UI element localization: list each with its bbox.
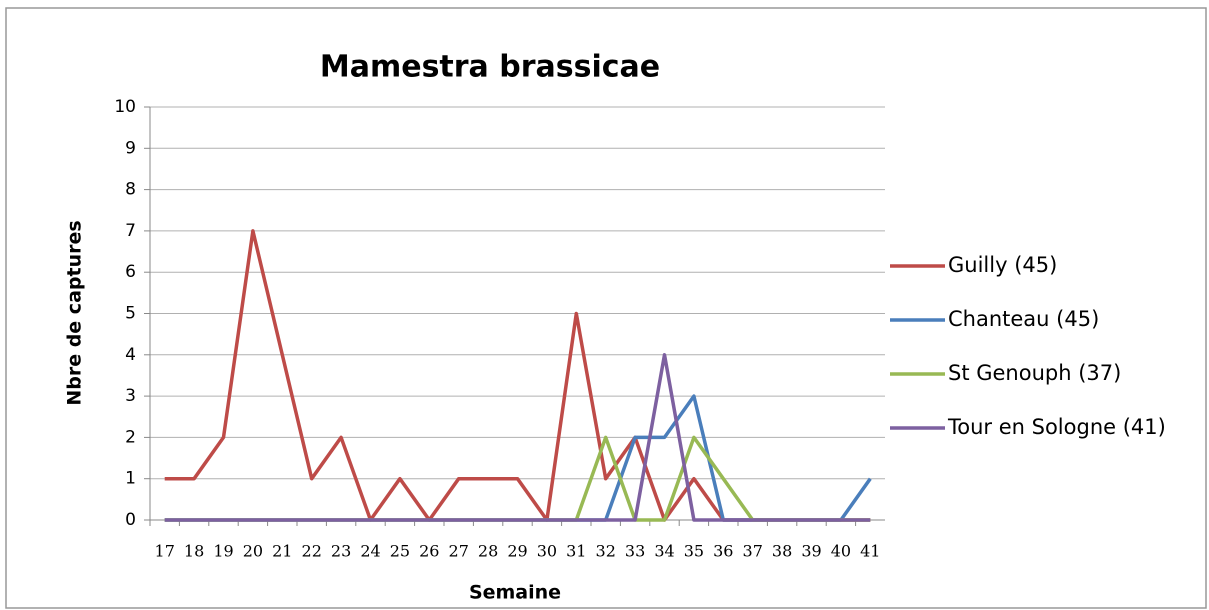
x-tick-label: 32 [596,542,616,561]
y-tick-label: 3 [125,386,136,406]
x-tick-label: 34 [654,542,674,561]
x-tick-label: 18 [184,542,204,561]
x-tick-label: 19 [213,542,233,561]
x-tick-label: 41 [860,542,880,561]
legend-label: St Genouph (37) [948,361,1121,385]
series-line [164,353,871,522]
x-tick-label: 30 [537,542,557,561]
y-tick-label: 5 [125,304,136,324]
x-tick-label: 28 [478,542,498,561]
legend-label: Chanteau (45) [948,307,1099,331]
legend-label: Guilly (45) [948,253,1057,277]
chart-title: Mamestra brassicae [320,50,660,85]
x-tick-label: 40 [831,542,851,561]
y-tick-label: 4 [125,345,136,365]
chart-frame [5,7,1207,609]
x-tick-label: 23 [331,542,351,561]
x-tick-label: 39 [801,542,821,561]
x-axis-label: Semaine [469,582,561,604]
y-tick-label: 8 [125,180,136,200]
x-tick-label: 22 [302,542,322,561]
y-tick-label: 2 [125,427,136,447]
x-tick-label: 31 [566,542,586,561]
x-tick-label: 38 [772,542,792,561]
y-tick-label: 7 [125,221,136,241]
x-tick-label: 24 [360,542,380,561]
x-tick-label: 36 [713,542,733,561]
y-tick-label: 6 [125,262,136,282]
x-tick-label: 35 [684,542,704,561]
x-tick-label: 20 [243,542,263,561]
y-tick-label: 0 [125,510,136,530]
legend-label: Tour en Sologne (41) [947,415,1166,439]
y-tick-label: 10 [114,97,136,117]
x-tick-label: 33 [625,542,645,561]
x-tick-label: 29 [507,542,527,561]
y-tick-label: 9 [125,138,136,158]
x-tick-label: 37 [743,542,763,561]
x-tick-label: 21 [272,542,292,561]
x-tick-label: 26 [419,542,439,561]
y-tick-label: 1 [125,469,136,489]
x-tick-label: 27 [449,542,469,561]
y-axis-label: Nbre de captures [64,220,86,405]
x-tick-label: 25 [390,542,410,561]
x-tick-label: 17 [155,542,175,561]
